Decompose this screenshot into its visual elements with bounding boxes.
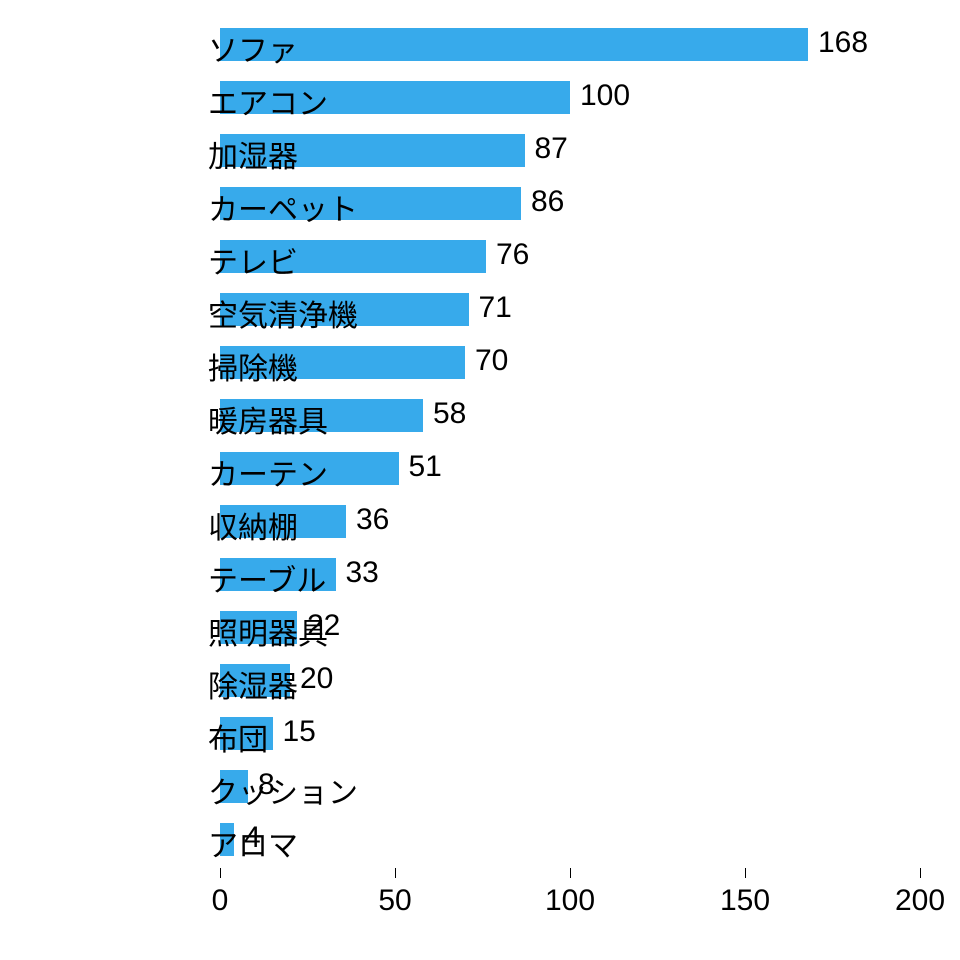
value-label: 22 <box>307 609 340 643</box>
value-label: 58 <box>433 397 466 431</box>
value-label: 51 <box>409 450 442 484</box>
x-tick-label: 150 <box>720 884 770 918</box>
x-tick <box>220 868 221 878</box>
bar <box>220 28 808 61</box>
value-label: 70 <box>475 344 508 378</box>
value-label: 86 <box>531 185 564 219</box>
value-label: 8 <box>258 768 275 802</box>
value-label: 100 <box>580 79 630 113</box>
household-items-bar-chart: ソファ168エアコン100加湿器87カーペット86テレビ76空気清浄機71掃除機… <box>0 0 960 960</box>
value-label: 20 <box>300 662 333 696</box>
value-label: 4 <box>244 821 261 855</box>
x-tick <box>395 868 396 878</box>
x-tick <box>920 868 921 878</box>
x-tick <box>745 868 746 878</box>
x-tick-label: 100 <box>545 884 595 918</box>
value-label: 87 <box>535 132 568 166</box>
value-label: 76 <box>496 238 529 272</box>
plot-area: ソファ168エアコン100加湿器87カーペット86テレビ76空気清浄機71掃除機… <box>220 18 920 868</box>
x-tick-label: 0 <box>212 884 229 918</box>
value-label: 168 <box>818 26 868 60</box>
value-label: 71 <box>479 291 512 325</box>
x-tick-label: 200 <box>895 884 945 918</box>
x-tick <box>570 868 571 878</box>
value-label: 15 <box>283 715 316 749</box>
x-tick-label: 50 <box>378 884 411 918</box>
value-label: 36 <box>356 503 389 537</box>
value-label: 33 <box>346 556 379 590</box>
